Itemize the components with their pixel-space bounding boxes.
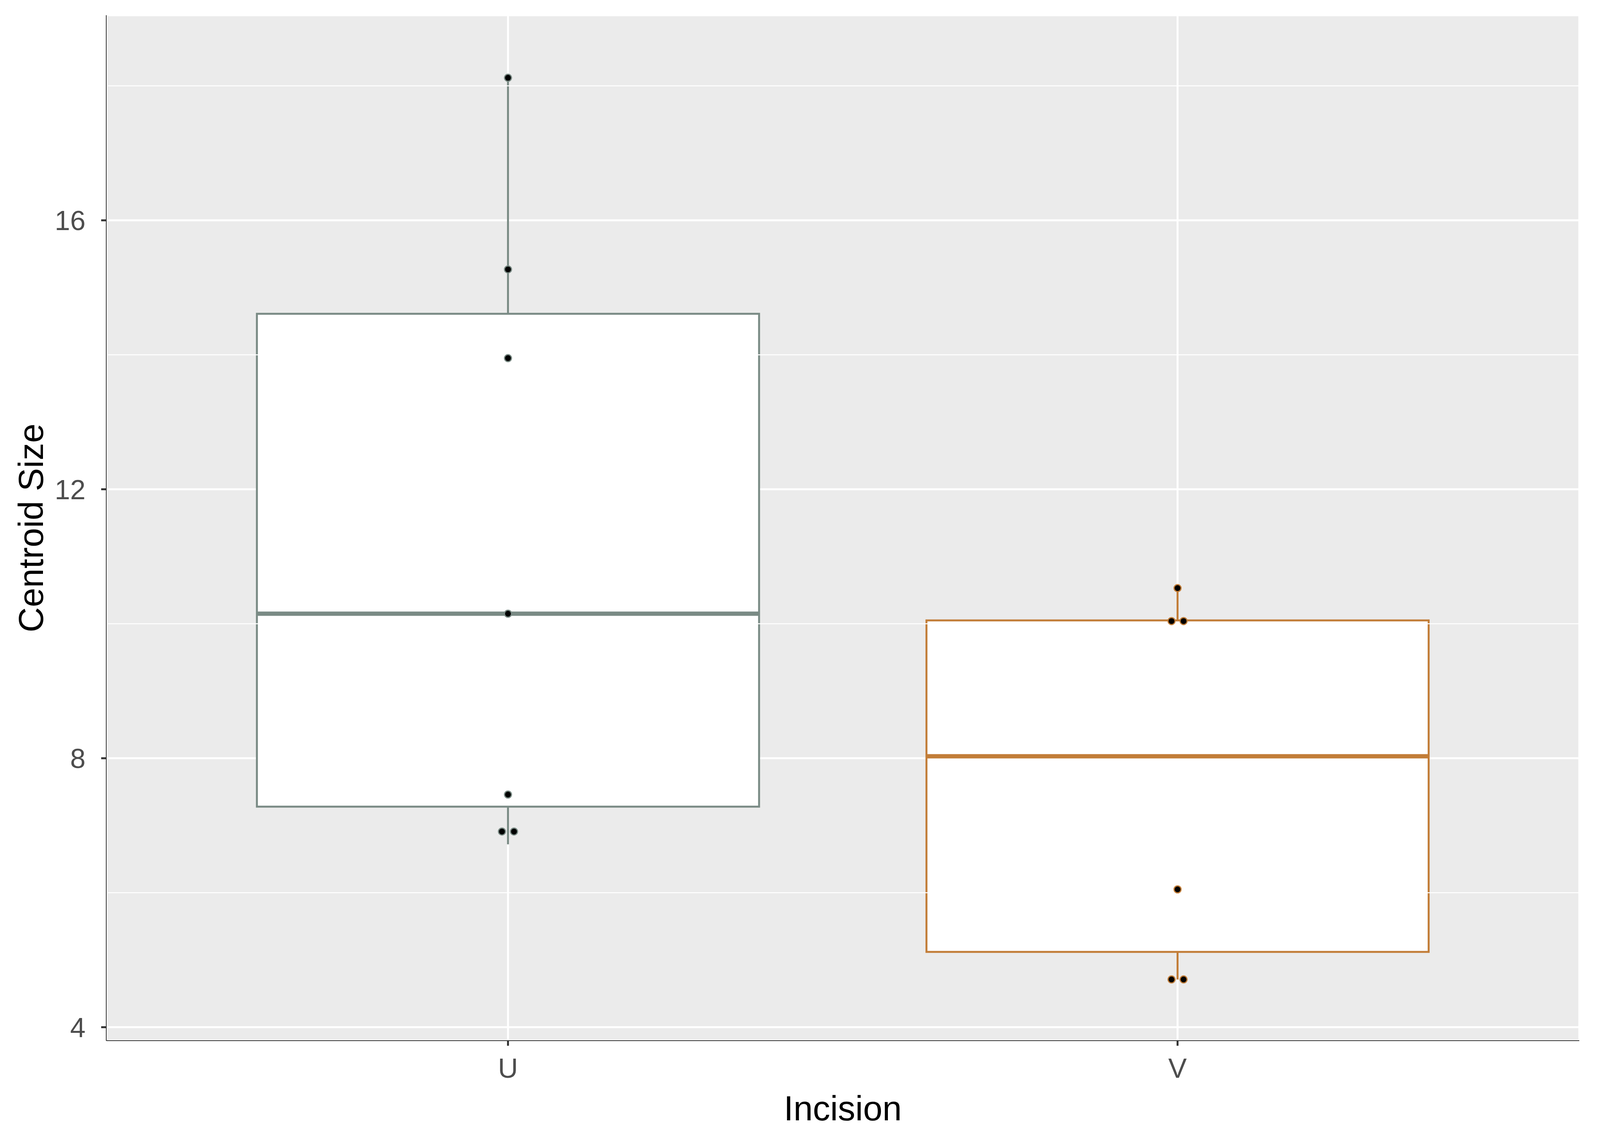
- svg-text:4: 4: [70, 1012, 86, 1043]
- svg-text:12: 12: [54, 474, 86, 506]
- svg-text:16: 16: [54, 205, 86, 236]
- svg-text:V: V: [1168, 1052, 1188, 1084]
- svg-text:Incision: Incision: [783, 1088, 902, 1128]
- svg-text:8: 8: [70, 742, 86, 774]
- svg-text:U: U: [498, 1052, 518, 1084]
- svg-text:Centroid Size: Centroid Size: [11, 423, 51, 633]
